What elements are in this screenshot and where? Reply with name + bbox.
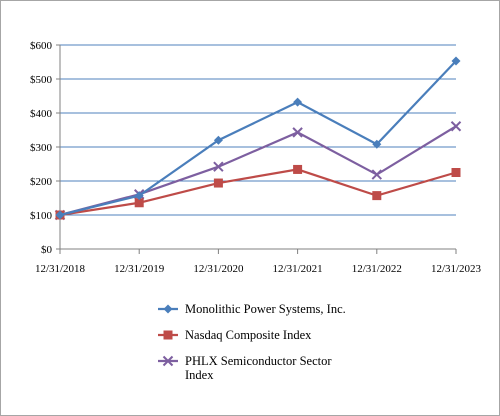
y-axis-tick-labels: $0 $100 $200 $300 $400 $500 $600 [30,40,53,256]
legend-label-line: Index [185,368,214,382]
series-line [59,60,457,217]
x-axis-tick-labels: 12/31/2018 12/31/2019 12/31/2020 12/31/2021… [35,263,482,275]
legend-marker [163,304,173,314]
legend-label: PHLX Semiconductor Sector Index [185,354,332,382]
data-point [134,191,144,201]
legend-marker [163,330,173,340]
data-point [293,97,303,107]
legend-label: Nasdaq Composite Index [185,328,312,342]
x-tick-label: 12/31/2023 [431,263,482,275]
data-point [372,191,382,201]
data-point [450,121,462,132]
legend-item: Nasdaq Composite Index [158,328,312,342]
data-point [213,161,224,172]
y-tick-label: $400 [30,108,53,120]
data-point [293,164,303,174]
y-tick-label: $300 [30,142,53,154]
data-point [55,210,65,220]
legend-label: Monolithic Power Systems, Inc. [185,302,346,316]
legend: Monolithic Power Systems, Inc. Nasdaq Com… [158,302,346,382]
y-tick-label: $200 [30,176,53,188]
x-tick-label: 12/31/2018 [35,263,86,275]
series-1 [55,164,461,220]
y-tick-label: $600 [30,40,53,52]
series-2 [54,121,462,221]
legend-label-line: PHLX Semiconductor Sector [185,354,332,368]
x-tick-label: 12/31/2022 [352,263,402,275]
data-point [213,135,223,145]
legend-item: Monolithic Power Systems, Inc. [158,302,346,316]
x-tick-label: 12/31/2021 [273,263,323,275]
legend-item: PHLX Semiconductor Sector Index [158,354,332,382]
legend-marker [162,355,174,367]
data-point [451,168,461,177]
y-tick-label: $500 [30,74,53,86]
gridlines [60,44,456,216]
series-0 [55,56,461,220]
data-point [372,139,382,149]
data-point [371,169,383,180]
series-group [54,56,462,221]
x-tick-label: 12/31/2020 [193,263,244,275]
series-line [59,168,457,217]
data-point [451,56,461,66]
series-line [59,125,457,217]
x-tick-label: 12/31/2019 [114,263,165,275]
data-point [292,127,303,138]
data-point [213,178,223,188]
y-tick-label: $100 [30,210,53,222]
data-point [134,198,144,208]
y-tick-label: $0 [41,244,53,256]
